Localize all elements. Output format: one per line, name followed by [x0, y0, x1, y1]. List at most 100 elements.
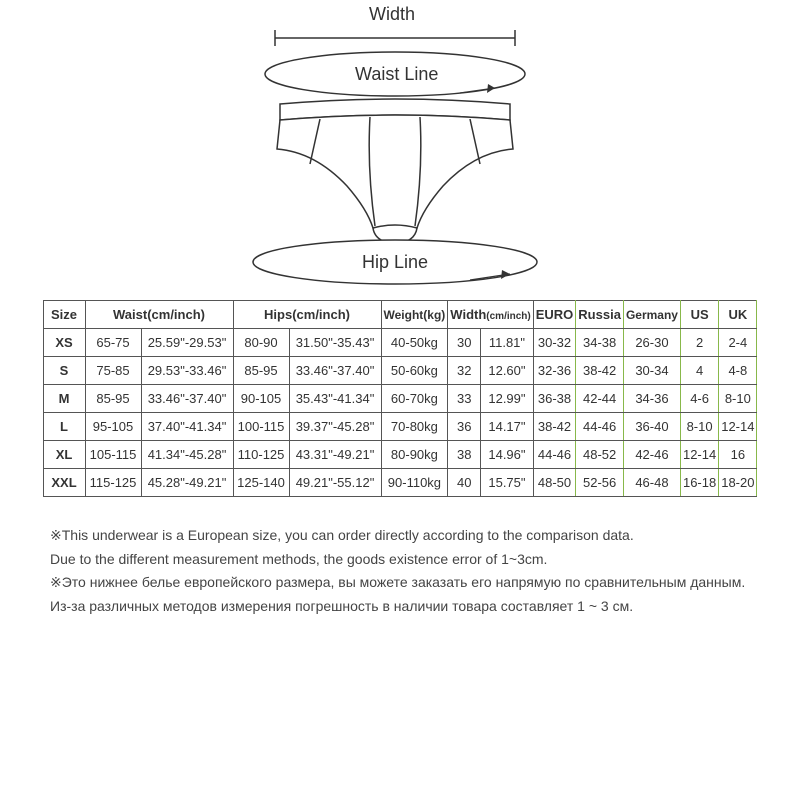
- cell-weight: 50-60kg: [381, 357, 448, 385]
- cell-width_cm: 33: [448, 385, 481, 413]
- cell-width_in: 15.75": [481, 469, 534, 497]
- cell-waist_in: 29.53"-33.46": [141, 357, 233, 385]
- cell-width_cm: 32: [448, 357, 481, 385]
- cell-us: 2: [680, 329, 718, 357]
- cell-euro: 48-50: [533, 469, 576, 497]
- cell-euro: 36-38: [533, 385, 576, 413]
- cell-uk: 8-10: [719, 385, 757, 413]
- cell-hips_in: 35.43"-41.34": [289, 385, 381, 413]
- cell-hips_cm: 125-140: [233, 469, 289, 497]
- notes-block: ※This underwear is a European size, you …: [50, 525, 750, 620]
- note-en-1: ※This underwear is a European size, you …: [50, 525, 750, 547]
- cell-size: XS: [43, 329, 85, 357]
- cell-us: 4: [680, 357, 718, 385]
- cell-euro: 30-32: [533, 329, 576, 357]
- cell-width_in: 14.17": [481, 413, 534, 441]
- table-row: XXL115-12545.28"-49.21"125-14049.21"-55.…: [43, 469, 757, 497]
- cell-us: 16-18: [680, 469, 718, 497]
- cell-hips_cm: 85-95: [233, 357, 289, 385]
- col-euro: EURO: [533, 301, 576, 329]
- cell-hips_in: 43.31"-49.21": [289, 441, 381, 469]
- table-header-row: Size Waist(cm/inch) Hips(cm/inch) Weight…: [43, 301, 757, 329]
- cell-germany: 34-36: [623, 385, 680, 413]
- cell-weight: 90-110kg: [381, 469, 448, 497]
- col-uk: UK: [719, 301, 757, 329]
- cell-hips_in: 33.46"-37.40": [289, 357, 381, 385]
- table-row: XS65-7525.59"-29.53"80-9031.50"-35.43"40…: [43, 329, 757, 357]
- cell-waist_cm: 95-105: [85, 413, 141, 441]
- cell-euro: 38-42: [533, 413, 576, 441]
- note-ru-2: Из-за различных методов измерения погреш…: [50, 596, 750, 618]
- cell-waist_in: 37.40"-41.34": [141, 413, 233, 441]
- cell-uk: 4-8: [719, 357, 757, 385]
- cell-weight: 60-70kg: [381, 385, 448, 413]
- cell-waist_cm: 85-95: [85, 385, 141, 413]
- col-width: Width(cm/inch): [448, 301, 533, 329]
- cell-width_in: 11.81": [481, 329, 534, 357]
- cell-waist_in: 45.28"-49.21": [141, 469, 233, 497]
- cell-russia: 34-38: [576, 329, 624, 357]
- col-waist: Waist(cm/inch): [85, 301, 233, 329]
- waist-line-label: Waist Line: [355, 64, 438, 85]
- cell-us: 8-10: [680, 413, 718, 441]
- cell-germany: 36-40: [623, 413, 680, 441]
- cell-width_cm: 40: [448, 469, 481, 497]
- cell-width_cm: 30: [448, 329, 481, 357]
- col-germany: Germany: [623, 301, 680, 329]
- cell-width_cm: 36: [448, 413, 481, 441]
- cell-weight: 80-90kg: [381, 441, 448, 469]
- cell-waist_cm: 105-115: [85, 441, 141, 469]
- cell-us: 12-14: [680, 441, 718, 469]
- table-row: M85-9533.46"-37.40"90-10535.43"-41.34"60…: [43, 385, 757, 413]
- col-russia: Russia: [576, 301, 624, 329]
- cell-hips_cm: 100-115: [233, 413, 289, 441]
- cell-waist_cm: 115-125: [85, 469, 141, 497]
- cell-hips_cm: 80-90: [233, 329, 289, 357]
- cell-russia: 48-52: [576, 441, 624, 469]
- cell-weight: 40-50kg: [381, 329, 448, 357]
- diagram-svg: [215, 4, 585, 294]
- cell-russia: 38-42: [576, 357, 624, 385]
- cell-russia: 52-56: [576, 469, 624, 497]
- cell-us: 4-6: [680, 385, 718, 413]
- note-en-2: Due to the different measurement methods…: [50, 549, 750, 571]
- cell-width_in: 12.60": [481, 357, 534, 385]
- cell-hips_in: 31.50"-35.43": [289, 329, 381, 357]
- cell-waist_in: 25.59"-29.53": [141, 329, 233, 357]
- cell-uk: 12-14: [719, 413, 757, 441]
- size-diagram: Width: [215, 4, 585, 294]
- col-hips: Hips(cm/inch): [233, 301, 381, 329]
- cell-germany: 30-34: [623, 357, 680, 385]
- cell-euro: 32-36: [533, 357, 576, 385]
- cell-hips_in: 49.21"-55.12": [289, 469, 381, 497]
- cell-russia: 44-46: [576, 413, 624, 441]
- cell-waist_in: 33.46"-37.40": [141, 385, 233, 413]
- cell-uk: 16: [719, 441, 757, 469]
- cell-size: S: [43, 357, 85, 385]
- cell-uk: 2-4: [719, 329, 757, 357]
- cell-width_cm: 38: [448, 441, 481, 469]
- cell-size: XXL: [43, 469, 85, 497]
- size-chart-table: Size Waist(cm/inch) Hips(cm/inch) Weight…: [43, 300, 758, 497]
- cell-size: M: [43, 385, 85, 413]
- cell-euro: 44-46: [533, 441, 576, 469]
- cell-hips_cm: 90-105: [233, 385, 289, 413]
- cell-uk: 18-20: [719, 469, 757, 497]
- cell-weight: 70-80kg: [381, 413, 448, 441]
- cell-germany: 26-30: [623, 329, 680, 357]
- cell-waist_cm: 75-85: [85, 357, 141, 385]
- cell-germany: 42-46: [623, 441, 680, 469]
- cell-waist_in: 41.34"-45.28": [141, 441, 233, 469]
- table-row: L95-10537.40"-41.34"100-11539.37"-45.28"…: [43, 413, 757, 441]
- cell-waist_cm: 65-75: [85, 329, 141, 357]
- col-us: US: [680, 301, 718, 329]
- cell-size: L: [43, 413, 85, 441]
- col-size: Size: [43, 301, 85, 329]
- hip-line-label: Hip Line: [362, 252, 428, 273]
- col-weight: Weight(kg): [381, 301, 448, 329]
- cell-hips_in: 39.37"-45.28": [289, 413, 381, 441]
- cell-russia: 42-44: [576, 385, 624, 413]
- cell-hips_cm: 110-125: [233, 441, 289, 469]
- cell-germany: 46-48: [623, 469, 680, 497]
- width-label: Width: [369, 4, 415, 25]
